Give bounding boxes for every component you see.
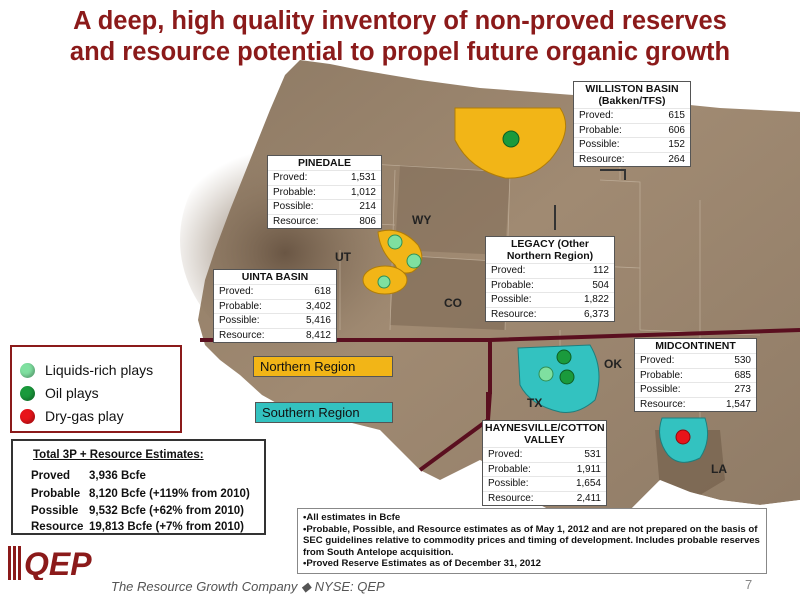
midcontinent-box: MIDCONTINENT Proved: 530 Probable: 685 Pos…	[634, 338, 757, 413]
midcontinent-name: MIDCONTINENT	[655, 340, 736, 352]
midcontinent-row-proved: Proved: 530	[635, 353, 756, 368]
williston-row-possible: Possible: 152	[574, 137, 690, 152]
footnote-1: •All estimates in Bcfe	[303, 512, 401, 523]
haynesville-box: HAYNESVILLE/COTTON VALLEY Proved: 531 Pro…	[482, 420, 607, 507]
state-label-wy: WY	[412, 213, 432, 227]
williston-basin-box: WILLISTON BASIN (Bakken/TFS) Proved: 615 …	[573, 81, 691, 168]
company-tagline: The Resource Growth Company ◆ NYSE: QEP	[111, 579, 385, 594]
midcontinent-row-probable: Probable: 685	[635, 367, 756, 383]
williston-row-proved: Proved: 615	[574, 108, 690, 123]
northern-region-label: Northern Region	[253, 356, 393, 377]
totals-row-proved: Proved 3,936 Bcfe	[31, 470, 146, 482]
uinta-basin-name: UINTA BASIN	[241, 271, 309, 283]
pinedale-row-proved: Proved: 1,531	[268, 170, 381, 185]
legacy-row-proved: Proved: 112	[486, 263, 614, 278]
footnote-3: •Proved Reserve Estimates as of December…	[303, 558, 542, 570]
wyoming-highlight	[395, 165, 510, 255]
pinedale-row-possible: Possible: 214	[268, 199, 381, 214]
pinedale-liquids-dot-2	[406, 253, 422, 269]
legend-item-gas: Dry-gas play	[20, 408, 124, 424]
footnote-2: •Probable, Possible, and Resource estima…	[303, 523, 760, 558]
legend-item-oil: Oil plays	[20, 385, 99, 401]
state-label-ut: UT	[335, 250, 351, 264]
midcontinent-row-resource: Resource: 1,547	[635, 396, 756, 412]
uinta-liquids-dot	[377, 275, 391, 289]
qep-logo-icon: QEP	[8, 546, 92, 580]
williston-row-probable: Probable: 606	[574, 122, 690, 138]
haynesville-row-resource: Resource: 2,411	[483, 490, 606, 506]
title-line-1: A deep, high quality inventory of non-pr…	[73, 7, 727, 35]
legacy-box: LEGACY (Other Northern Region) Proved: 11…	[485, 236, 615, 323]
page-number: 7	[745, 577, 753, 592]
legacy-row-resource: Resource: 6,373	[486, 306, 614, 322]
gas-dot-icon	[20, 408, 35, 424]
haynesville-gas-dot	[675, 429, 691, 445]
state-label-la: LA	[711, 462, 727, 476]
uinta-row-probable: Probable: 3,402	[214, 298, 336, 314]
legacy-row-possible: Possible: 1,822	[486, 292, 614, 307]
pinedale-row-probable: Probable: 1,012	[268, 184, 381, 200]
midcontinent-liquids-dot	[538, 366, 554, 382]
midcontinent-oil-dot	[556, 349, 572, 365]
legend-item-liquids: Liquids-rich plays	[20, 362, 153, 378]
pinedale-name: PINEDALE	[297, 157, 352, 169]
pinedale-row-resource: Resource: 806	[268, 213, 381, 229]
totals-title: Total 3P + Resource Estimates:	[33, 449, 204, 461]
legacy-row-probable: Probable: 504	[486, 277, 614, 293]
haynesville-name: HAYNESVILLE/COTTON VALLEY	[485, 422, 605, 446]
state-label-ok: OK	[604, 357, 622, 371]
page-title: A deep, high quality inventory of non-pr…	[0, 6, 800, 68]
uinta-row-possible: Possible: 5,416	[214, 313, 336, 328]
midcontinent-oil-dot-2	[559, 369, 575, 385]
midcontinent-play-area	[517, 344, 600, 413]
legacy-name: LEGACY (Other Northern Region)	[506, 238, 594, 262]
totals-row-probable: Probable 8,120 Bcfe (+119% from 2010)	[31, 488, 250, 500]
williston-basin-name: WILLISTON BASIN (Bakken/TFS)	[585, 83, 679, 107]
logo-text: QEP	[24, 546, 92, 580]
uinta-basin-box: UINTA BASIN Proved: 618 Probable: 3,402 Po…	[213, 269, 337, 344]
footnotes-box: •All estimates in Bcfe •Probable, Possib…	[297, 508, 767, 574]
uinta-row-proved: Proved: 618	[214, 284, 336, 299]
southern-region-label: Southern Region	[255, 402, 393, 423]
haynesville-row-probable: Probable: 1,911	[483, 461, 606, 477]
haynesville-row-possible: Possible: 1,654	[483, 476, 606, 491]
state-label-tx: TX	[527, 396, 543, 410]
play-type-legend: Liquids-rich plays Oil plays Dry-gas pla…	[10, 345, 182, 433]
totals-row-possible: Possible 9,532 Bcfe (+62% from 2010)	[31, 505, 245, 517]
state-label-co: CO	[444, 296, 462, 310]
williston-oil-dot	[502, 130, 520, 148]
oil-dot-icon	[20, 385, 35, 401]
williston-row-resource: Resource: 264	[574, 151, 690, 167]
uinta-row-resource: Resource: 8,412	[214, 327, 336, 343]
total-estimates-box: Total 3P + Resource Estimates: Proved 3,9…	[11, 439, 266, 535]
midcontinent-row-possible: Possible: 273	[635, 382, 756, 397]
pinedale-box: PINEDALE Proved: 1,531 Probable: 1,012 Pos…	[267, 155, 382, 230]
pinedale-liquids-dot	[387, 234, 403, 250]
totals-row-resource: Resource 19,813 Bcfe (+7% from 2010)	[31, 521, 245, 533]
title-line-2: and resource potential to propel future …	[69, 38, 731, 66]
haynesville-row-proved: Proved: 531	[483, 447, 606, 462]
liquids-dot-icon	[20, 362, 35, 378]
colorado-highlight	[390, 255, 510, 330]
